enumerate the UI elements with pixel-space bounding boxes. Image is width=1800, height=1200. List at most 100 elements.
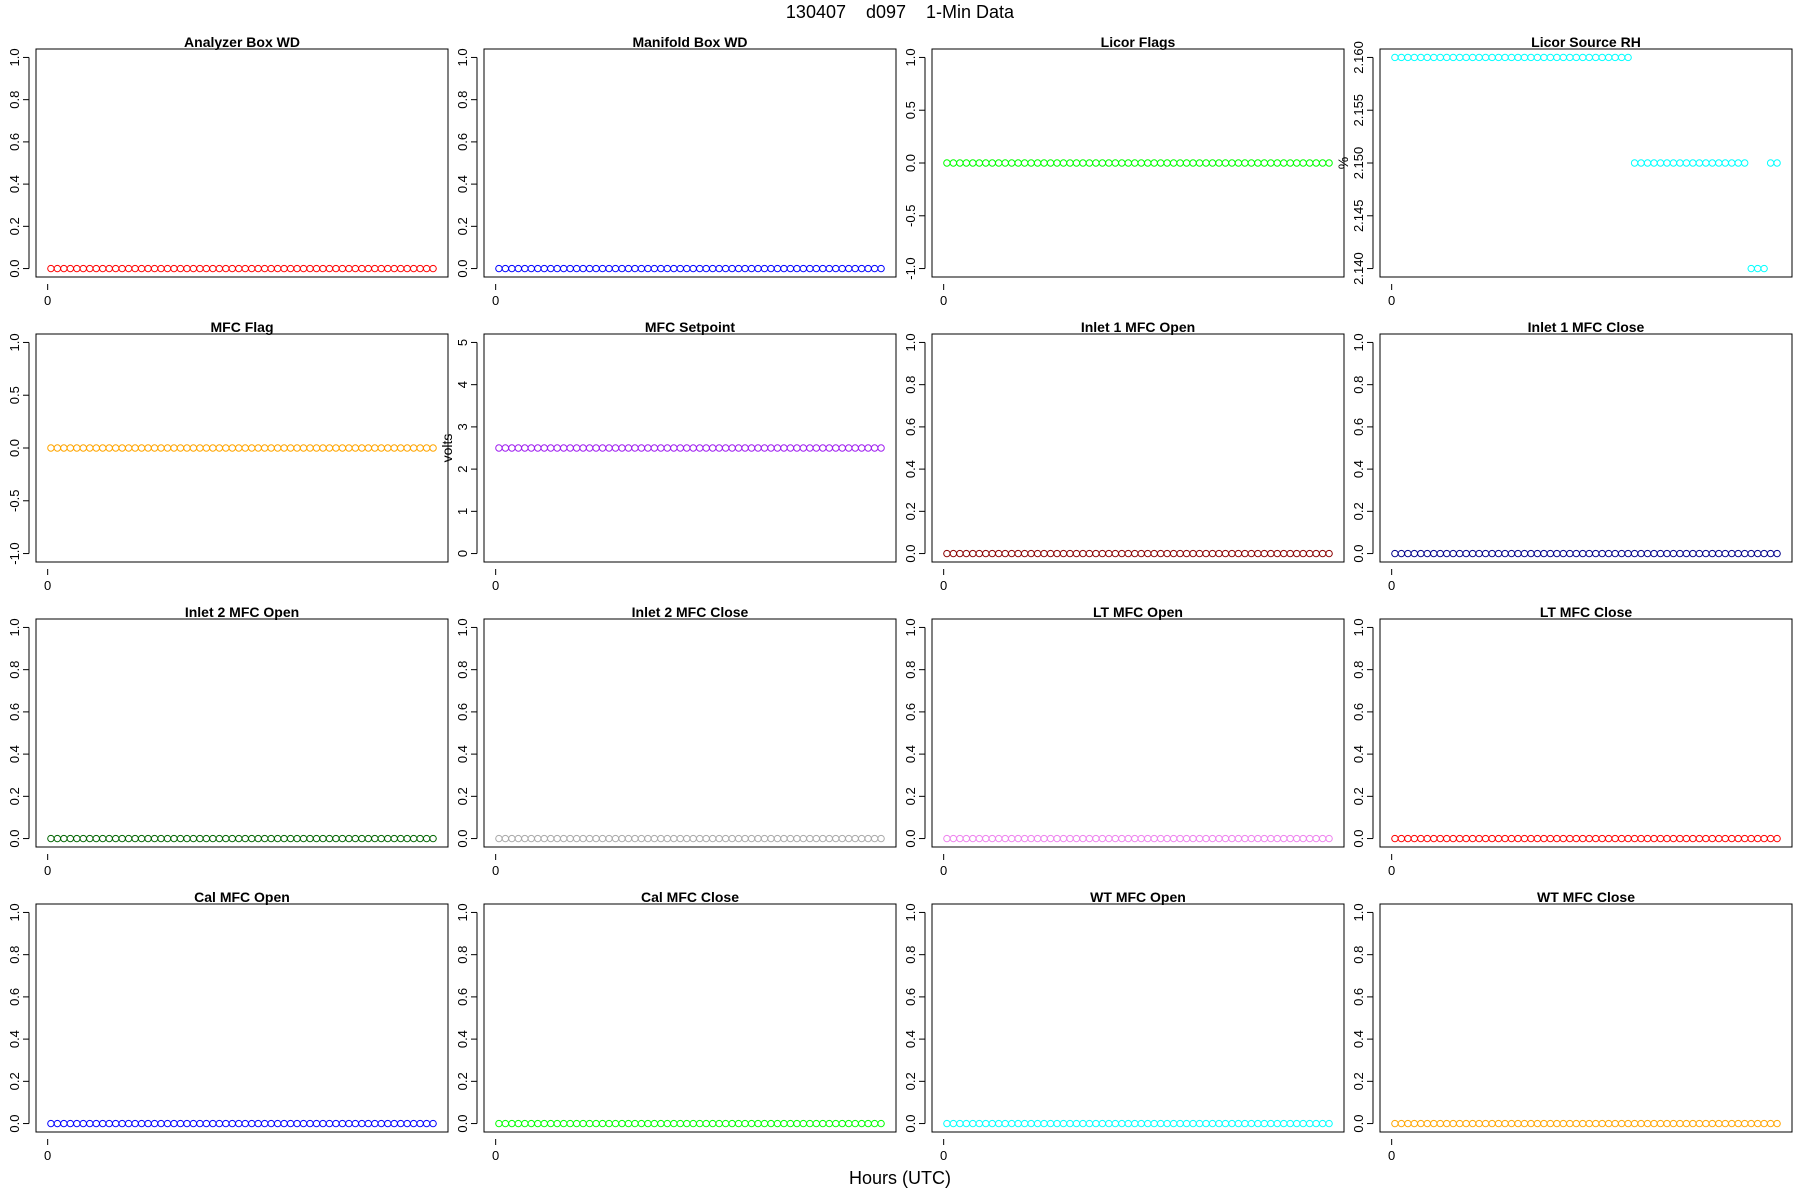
data-point [1144,549,1152,558]
data-point [1397,834,1406,843]
data-point [1734,1119,1742,1128]
data-point [631,264,639,273]
data-point [572,834,581,843]
data-point [189,264,198,273]
data-point [786,1119,795,1128]
data-point [1014,549,1022,558]
data-point [1579,549,1587,558]
data-point [397,444,405,452]
data-point [1118,549,1126,558]
data-point [86,444,94,452]
data-point [1624,549,1632,558]
data-point [1176,549,1184,558]
y-tick-label: 5 [455,339,470,346]
data-point [371,444,379,452]
data-point [1585,549,1593,558]
data-point [877,264,885,273]
data-point [949,834,958,843]
data-point [1111,1119,1120,1128]
data-point [1137,159,1145,167]
data-point [943,834,951,843]
data-point [280,264,288,273]
data-point [1260,1119,1269,1128]
data-point [838,1119,846,1128]
data-point [832,444,840,452]
data-point [1137,549,1145,558]
data-point [683,1119,691,1128]
data-point [975,549,983,558]
data-point [988,834,996,843]
data-point [1417,834,1425,843]
y-tick-label: 0.0 [7,830,22,848]
y-tick-label: 0.8 [903,946,918,964]
plot-frame [35,618,449,848]
data-point [870,1119,879,1128]
data-point [1124,1119,1132,1128]
data-point [429,1119,437,1128]
data-point [812,834,821,843]
data-point [514,834,523,843]
data-point [1507,834,1516,843]
data-point [1137,834,1145,843]
data-point [131,444,139,452]
data-point [254,264,262,273]
data-point [786,834,795,843]
data-point [254,1119,262,1128]
data-point [1241,159,1249,167]
data-point [196,444,204,452]
data-point [793,444,801,452]
data-point [1624,834,1632,843]
data-point [196,264,204,273]
panel-11: LT MFC Open 0.0 0.2 0.4 0.6 0.8 1.0 0 [903,604,1345,878]
data-point [176,444,185,452]
data-point [1423,549,1431,558]
data-point [124,444,133,452]
data-point [312,1119,321,1128]
data-point [390,1119,398,1128]
data-point [371,264,379,273]
data-point [241,1119,249,1128]
data-point [566,264,574,273]
data-point [293,264,301,273]
data-point [1404,834,1412,843]
data-point [248,834,256,843]
data-point [1391,53,1399,62]
data-point [403,834,411,843]
data-point [501,1119,510,1128]
data-point [1449,549,1457,558]
data-point [1540,549,1548,558]
data-point [241,834,249,843]
data-point [1176,159,1184,167]
data-point [1443,834,1451,843]
data-point [1176,1119,1184,1128]
data-point [864,444,872,452]
y-tick-label: 1.0 [7,618,22,636]
data-point [105,1119,113,1128]
x-tick-label: 0 [44,863,51,878]
data-point [1293,549,1301,558]
data-point [598,1119,607,1128]
data-point [1507,1119,1516,1128]
data-point [1027,834,1035,843]
data-point [157,444,165,452]
data-point [508,264,516,273]
data-point [338,444,347,452]
data-point [857,834,866,843]
data-point [1656,834,1665,843]
data-point [1410,53,1419,62]
data-point [670,1119,678,1128]
data-point [793,264,801,273]
data-point [962,159,971,167]
data-point [806,264,814,273]
data-point [1689,1119,1697,1128]
data-point [1247,1119,1256,1128]
y-tick-label: 0.2 [455,217,470,235]
y-tick-label: 0.8 [455,91,470,109]
y-tick-label: 0.5 [7,386,22,404]
data-point [819,1119,827,1128]
data-point [943,159,951,167]
data-point [1669,159,1678,167]
data-point [1293,1119,1301,1128]
data-point [273,264,282,273]
data-point [767,444,775,452]
